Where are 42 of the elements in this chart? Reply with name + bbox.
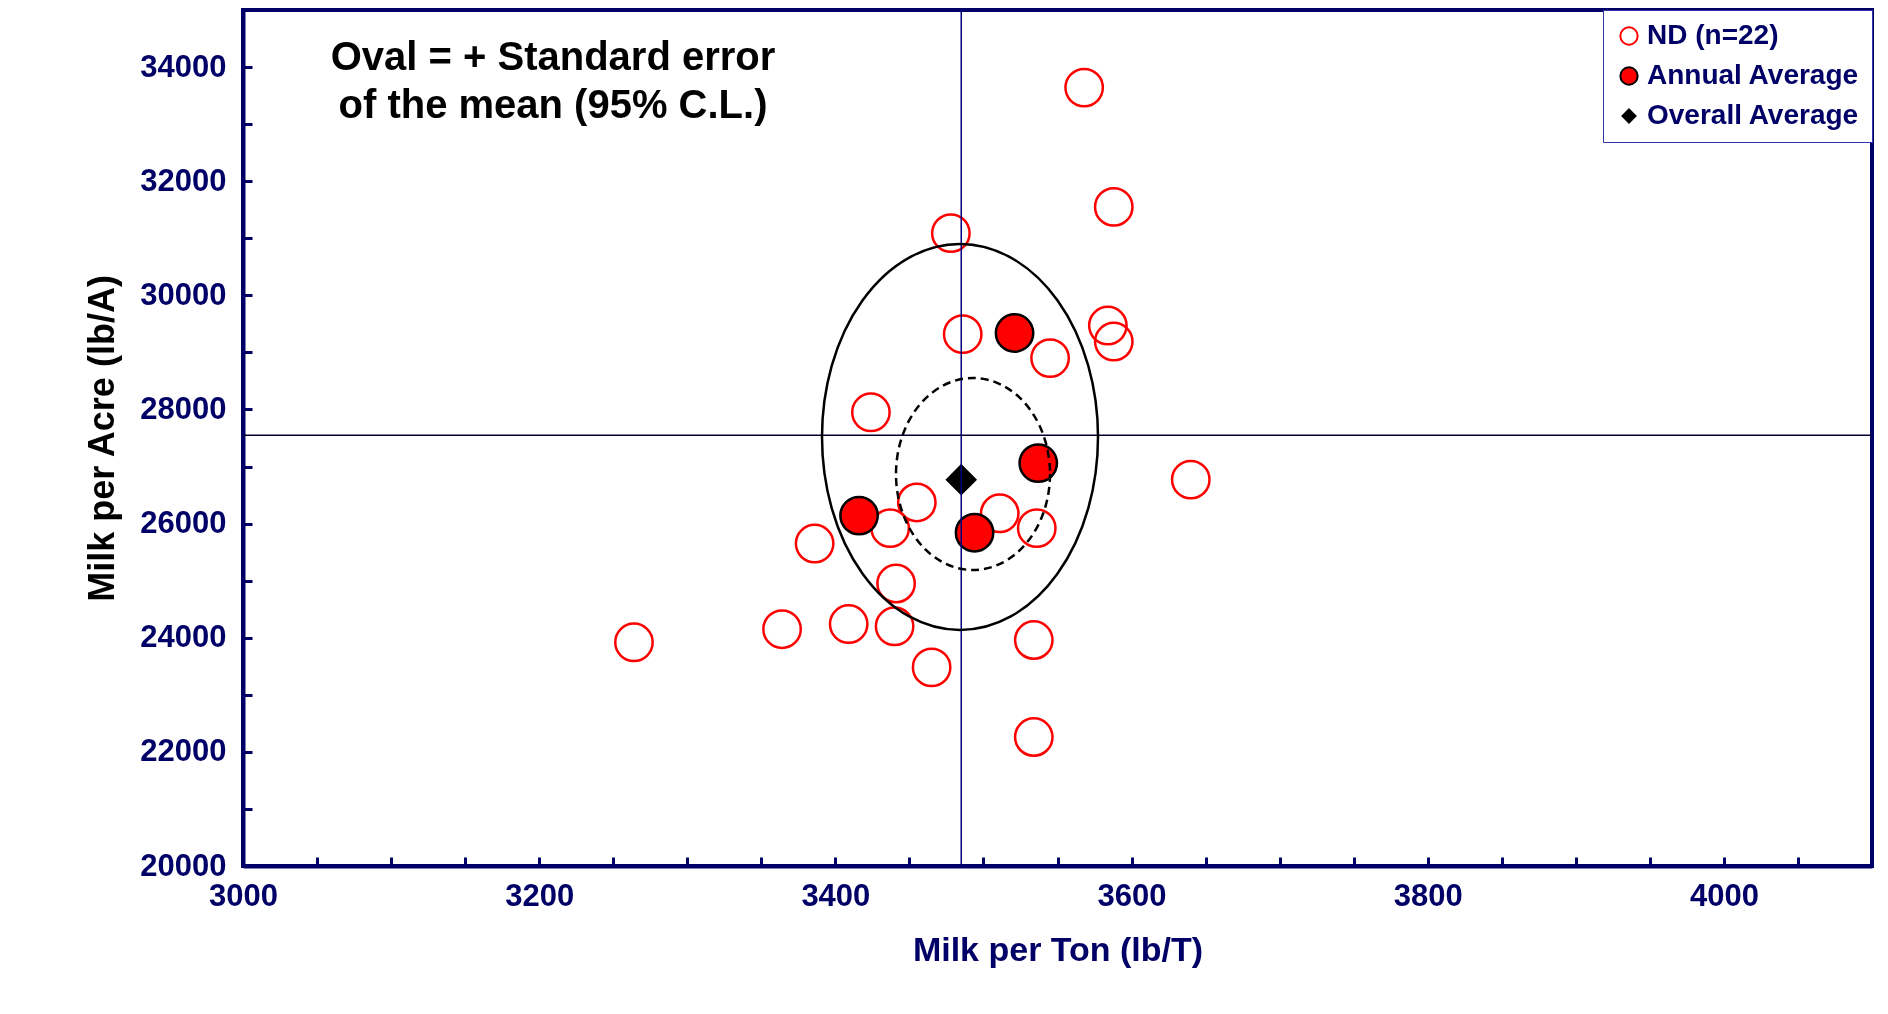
x-axis-title: Milk per Ton (lb/T) bbox=[912, 929, 1204, 968]
point bbox=[870, 508, 911, 549]
point bbox=[839, 495, 880, 536]
point bbox=[1087, 305, 1128, 346]
point bbox=[794, 523, 835, 564]
x-tick-label: 3400 bbox=[801, 877, 871, 913]
point bbox=[1013, 620, 1054, 660]
x-tick-label: 3800 bbox=[1393, 877, 1463, 913]
y-tick-label: 24000 bbox=[140, 619, 227, 655]
x-tick-label: 3200 bbox=[505, 877, 575, 913]
point bbox=[874, 606, 915, 647]
point bbox=[911, 647, 952, 688]
legend-label: Annual Average bbox=[1647, 59, 1859, 90]
point bbox=[1064, 67, 1105, 108]
point bbox=[614, 622, 654, 663]
point bbox=[896, 482, 937, 523]
y-tick-label: 22000 bbox=[140, 733, 227, 769]
y-tick-label: 30000 bbox=[140, 276, 227, 312]
point bbox=[828, 604, 869, 644]
x-tick-label: 4000 bbox=[1689, 877, 1759, 913]
point bbox=[994, 313, 1035, 353]
y-tick-label: 26000 bbox=[140, 505, 227, 541]
point bbox=[850, 392, 891, 433]
legend-label: Overall Average bbox=[1647, 99, 1859, 130]
y-tick-label: 32000 bbox=[140, 162, 227, 198]
point bbox=[1093, 186, 1134, 227]
point bbox=[954, 512, 995, 553]
point bbox=[942, 314, 983, 355]
y-tick-label: 28000 bbox=[140, 390, 227, 426]
x-tick-label: 3600 bbox=[1097, 877, 1167, 913]
y-axis-title: Milk per Acre (lb/A) bbox=[81, 275, 123, 602]
point bbox=[1030, 338, 1071, 379]
annotation: Oval = + Standard error of the mean (95% C.L.) bbox=[330, 34, 776, 126]
point bbox=[1013, 717, 1054, 757]
point bbox=[762, 609, 803, 650]
y-tick-label: 34000 bbox=[140, 48, 227, 84]
point bbox=[1016, 508, 1057, 549]
point bbox=[1018, 443, 1059, 484]
point bbox=[1093, 321, 1134, 362]
point bbox=[930, 213, 971, 254]
legend-label: ND (n=22) bbox=[1647, 19, 1779, 50]
point bbox=[1170, 459, 1211, 500]
